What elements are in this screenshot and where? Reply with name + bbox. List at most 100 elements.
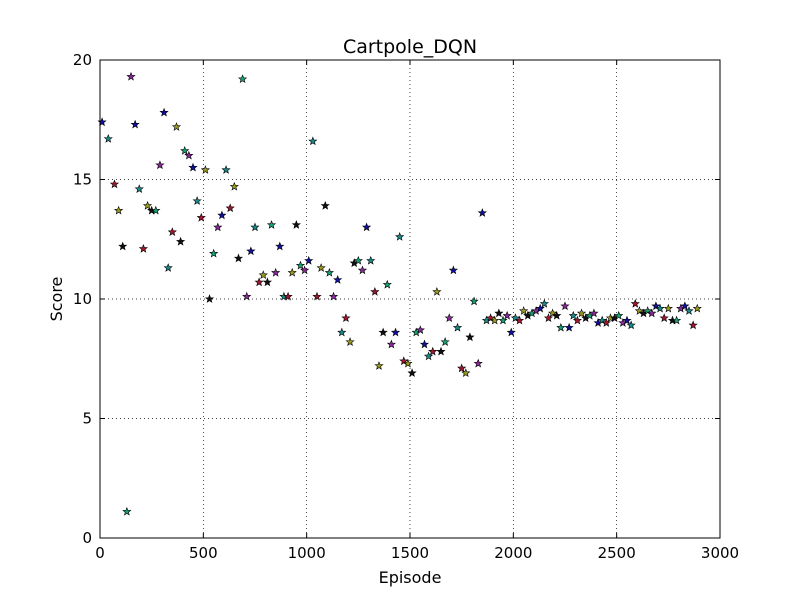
data-point <box>213 222 223 232</box>
data-point <box>254 277 264 287</box>
data-point <box>122 506 132 516</box>
data-point <box>643 306 653 315</box>
data-point <box>316 263 326 272</box>
data-point <box>225 203 235 213</box>
grid-lines <box>100 60 720 538</box>
data-point <box>444 313 454 323</box>
x-tick-label: 1000 <box>288 544 326 562</box>
data-point <box>171 122 182 131</box>
data-point <box>564 322 574 332</box>
x-tick-label: 1500 <box>391 544 429 562</box>
data-point <box>688 320 698 330</box>
chart-title: Cartpole_DQN <box>343 36 477 58</box>
data-point <box>548 308 558 318</box>
data-point <box>452 322 463 332</box>
data-point <box>287 267 297 277</box>
data-point <box>601 318 611 327</box>
data-point <box>304 255 314 265</box>
data-point <box>188 162 198 172</box>
data-point <box>328 291 339 301</box>
data-point <box>300 265 310 275</box>
y-tick-label: 10 <box>73 290 92 308</box>
data-point <box>312 291 322 301</box>
data-point <box>684 306 694 315</box>
data-point <box>151 205 161 215</box>
data-point <box>308 136 318 146</box>
data-point <box>184 150 194 160</box>
data-point <box>271 267 281 277</box>
data-point <box>221 165 231 174</box>
data-point <box>176 236 186 246</box>
data-point <box>440 337 450 346</box>
data-point <box>407 368 417 378</box>
y-tick-label: 0 <box>82 529 92 547</box>
data-point <box>192 196 202 205</box>
data-point <box>291 220 301 229</box>
data-point <box>180 145 190 155</box>
data-point <box>692 303 702 313</box>
data-point <box>374 361 384 370</box>
data-point <box>448 265 458 275</box>
data-point <box>560 301 570 311</box>
data-point <box>659 313 669 323</box>
x-tick-label: 2000 <box>494 544 532 562</box>
y-tick-label: 20 <box>73 51 92 69</box>
data-point <box>506 327 516 337</box>
data-point <box>415 325 425 334</box>
data-point <box>204 294 215 303</box>
data-point <box>576 308 587 318</box>
data-point <box>333 275 343 284</box>
data-point <box>155 160 165 170</box>
data-point <box>295 260 306 270</box>
data-point <box>209 248 219 258</box>
data-point <box>370 286 380 296</box>
data-point <box>461 368 471 378</box>
data-point <box>258 270 268 280</box>
data-point <box>539 298 549 308</box>
data-point <box>651 301 661 311</box>
y-tick-label: 15 <box>73 171 92 189</box>
data-point <box>262 277 272 287</box>
data-point <box>353 255 363 265</box>
data-point <box>134 184 144 193</box>
data-point <box>266 220 277 229</box>
data-point <box>535 303 545 313</box>
data-point <box>457 363 467 373</box>
data-point <box>320 200 330 210</box>
data-point <box>250 222 260 232</box>
data-point <box>597 315 607 325</box>
data-point <box>238 74 248 84</box>
data-point <box>622 315 632 325</box>
data-point <box>386 339 396 349</box>
x-tick-label: 3000 <box>701 544 739 562</box>
data-point <box>680 301 690 311</box>
data-point <box>275 241 285 251</box>
y-axis-label: Score <box>47 277 66 322</box>
data-point <box>382 279 392 289</box>
data-point <box>103 134 113 143</box>
data-point <box>324 267 334 277</box>
data-point <box>390 327 401 337</box>
data-point <box>514 315 525 325</box>
data-point <box>614 310 624 320</box>
data-point <box>403 358 413 368</box>
data-point <box>519 306 529 315</box>
data-point <box>126 71 136 81</box>
data-point <box>246 246 256 256</box>
data-point <box>196 212 206 222</box>
data-point <box>556 322 566 332</box>
data-point <box>634 306 644 315</box>
data-point <box>242 291 252 301</box>
data-point <box>589 308 599 318</box>
data-point <box>655 303 665 313</box>
data-point <box>114 205 124 215</box>
data-point <box>647 308 657 318</box>
data-point <box>428 346 438 356</box>
data-point <box>229 181 239 191</box>
data-point <box>477 208 487 217</box>
data-point <box>200 165 210 174</box>
data-point <box>399 356 409 366</box>
data-point <box>345 337 355 346</box>
data-point <box>217 210 227 220</box>
